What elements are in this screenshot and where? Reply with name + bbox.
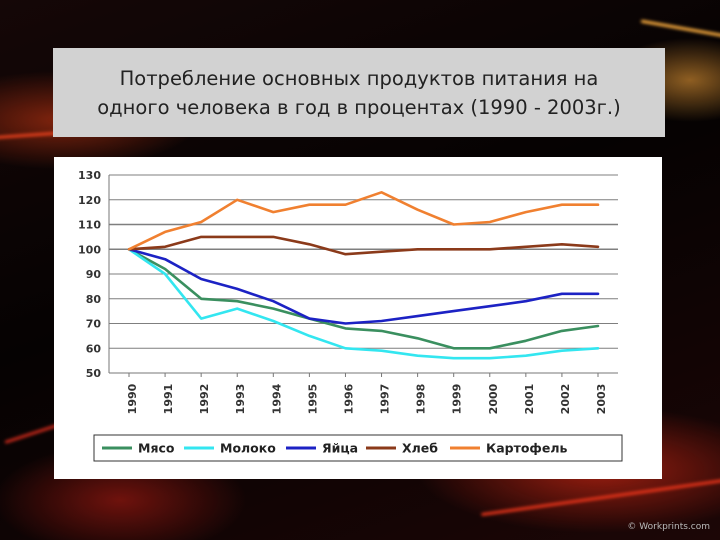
y-tick-label: 110 <box>78 219 101 232</box>
legend-label: Яйца <box>322 441 358 456</box>
x-tick-label: 2002 <box>559 384 572 415</box>
series-line <box>127 248 600 350</box>
legend-label: Мясо <box>138 441 175 456</box>
x-tick-label: 1994 <box>270 383 283 414</box>
image-credit: © Workprints.com <box>627 522 710 532</box>
y-tick-label: 100 <box>78 243 101 256</box>
x-tick-label: 2003 <box>595 384 608 415</box>
x-tick-label: 1990 <box>126 383 139 414</box>
x-tick-label: 1991 <box>162 384 175 415</box>
y-tick-label: 90 <box>86 268 102 281</box>
series-line <box>127 235 600 256</box>
y-tick-label: 120 <box>78 194 101 207</box>
y-tick-label: 50 <box>86 367 102 380</box>
x-tick-label: 1999 <box>451 384 464 415</box>
slide-title: Потребление основных продуктов питания н… <box>97 66 621 119</box>
x-tick-label: 1998 <box>415 384 428 415</box>
legend-label: Картофель <box>486 441 567 456</box>
chart-panel: 50 60 70 80 90 100 110 120 130 1990 1991 1992 1993 19… <box>54 157 662 479</box>
x-tick-label: 2000 <box>487 383 500 414</box>
light-streak <box>640 19 720 44</box>
x-tick-label: 1995 <box>306 384 319 415</box>
series-line <box>127 248 600 360</box>
x-tick-label: 1992 <box>198 384 211 415</box>
y-tick-label: 60 <box>86 342 102 355</box>
x-tick-label: 1993 <box>234 384 247 415</box>
y-tick-label: 80 <box>86 293 102 306</box>
line-chart: 50 60 70 80 90 100 110 120 130 1990 1991 1992 1993 19… <box>78 169 623 462</box>
x-tick-label: 1997 <box>379 384 392 415</box>
x-tick-label: 2001 <box>523 384 536 415</box>
legend-label: Молоко <box>220 441 276 456</box>
legend-label: Хлеб <box>402 441 438 456</box>
light-streak <box>481 476 720 517</box>
legend-box <box>93 434 623 462</box>
slide-title-box: Потребление основных продуктов питания н… <box>53 48 665 137</box>
y-tick-label: 130 <box>78 169 101 182</box>
series-line <box>127 190 600 251</box>
x-tick-label: 1996 <box>342 383 355 414</box>
series-line <box>127 248 600 325</box>
y-tick-label: 70 <box>86 318 102 331</box>
